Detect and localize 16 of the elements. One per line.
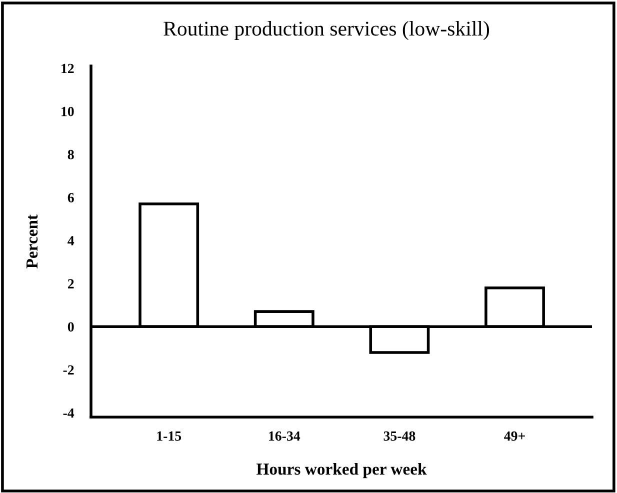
x-tick-label: 1-15 — [157, 431, 182, 441]
y-tick-label: 6 — [68, 193, 74, 202]
y-tick-label: -2 — [63, 365, 74, 375]
chart-title: Routine production services (low-skill) — [164, 21, 490, 40]
y-tick-label: 2 — [68, 279, 74, 288]
x-tick-label: 35-48 — [384, 431, 416, 441]
y-tick-label: 8 — [68, 150, 74, 160]
x-axis-title: Hours worked per week — [256, 463, 427, 478]
x-tick-label: 49+ — [504, 431, 525, 441]
y-tick-label: 10 — [62, 106, 74, 116]
y-tick-label: 12 — [62, 64, 74, 74]
y-tick-label: -4 — [63, 408, 74, 418]
y-axis-title: Percent — [26, 214, 38, 268]
x-tick-label: 16-34 — [269, 431, 300, 441]
y-tick-label: 4 — [68, 236, 74, 246]
y-tick-label: 0 — [68, 322, 74, 332]
